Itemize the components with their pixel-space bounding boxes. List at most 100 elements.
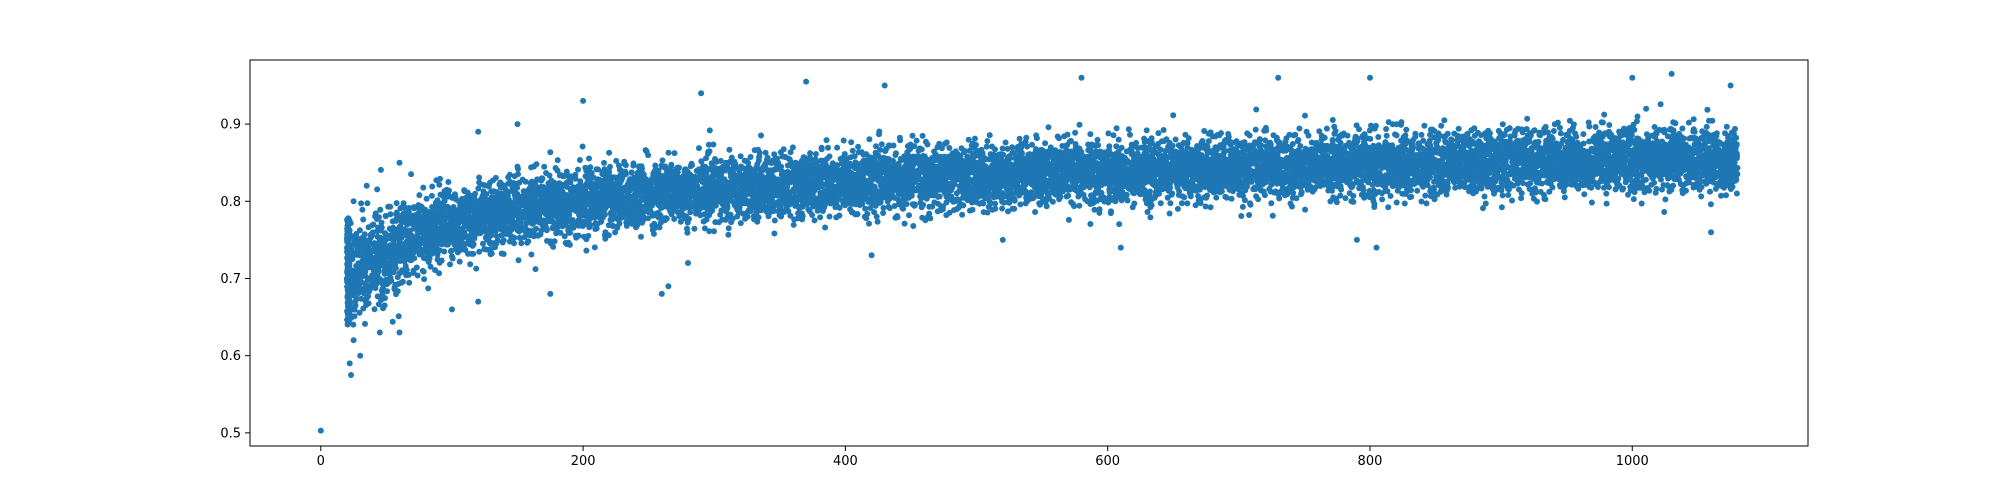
data-point xyxy=(973,141,979,148)
data-point xyxy=(575,166,581,173)
data-point xyxy=(616,220,623,227)
data-point xyxy=(812,151,819,157)
data-point xyxy=(711,228,717,235)
data-point xyxy=(668,161,675,168)
data-point xyxy=(671,216,678,222)
data-point xyxy=(476,174,483,181)
data-point xyxy=(476,248,483,255)
data-point xyxy=(408,171,415,178)
data-point xyxy=(362,320,368,327)
data-point xyxy=(543,227,550,234)
data-point xyxy=(587,222,594,228)
data-point xyxy=(461,229,468,236)
data-point xyxy=(790,221,797,228)
data-point xyxy=(823,137,830,144)
data-point xyxy=(665,149,672,156)
data-point xyxy=(546,172,553,179)
data-point xyxy=(866,220,872,227)
data-point xyxy=(515,171,521,178)
data-point xyxy=(420,184,427,191)
data-point xyxy=(849,147,856,154)
data-point xyxy=(518,240,525,247)
data-point xyxy=(999,205,1006,212)
data-point xyxy=(533,225,540,232)
data-point xyxy=(533,161,540,168)
data-point xyxy=(415,209,422,216)
data-point xyxy=(834,144,841,151)
data-point xyxy=(880,204,887,211)
data-point xyxy=(378,224,385,231)
data-point xyxy=(371,240,378,247)
data-point xyxy=(554,157,561,164)
data-point xyxy=(724,205,731,212)
data-point xyxy=(467,261,474,268)
data-point xyxy=(356,309,363,316)
data-point xyxy=(551,238,558,245)
data-point xyxy=(388,277,395,284)
data-point xyxy=(607,163,613,170)
data-point xyxy=(939,206,946,213)
data-point xyxy=(684,229,691,236)
data-point xyxy=(878,141,885,148)
data-point xyxy=(606,168,613,175)
data-point xyxy=(639,165,645,172)
data-point xyxy=(725,225,732,232)
data-point xyxy=(771,217,778,224)
data-point xyxy=(449,255,456,262)
data-point xyxy=(575,232,582,239)
data-point xyxy=(532,266,539,273)
data-point xyxy=(601,211,608,218)
data-point xyxy=(969,206,976,213)
data-point xyxy=(425,285,432,292)
data-point xyxy=(377,166,384,173)
data-point xyxy=(356,227,363,234)
data-point xyxy=(706,148,713,155)
data-point xyxy=(420,268,427,275)
data-point xyxy=(411,255,418,262)
data-point xyxy=(441,248,448,255)
data-point xyxy=(778,163,785,170)
data-point xyxy=(428,192,435,199)
data-point xyxy=(364,200,371,207)
data-point xyxy=(532,195,539,202)
data-point xyxy=(903,201,910,207)
data-point xyxy=(873,213,880,220)
data-point xyxy=(521,234,528,240)
data-point xyxy=(446,187,452,194)
data-point xyxy=(406,279,413,286)
data-point xyxy=(910,223,917,229)
data-point xyxy=(405,271,412,278)
data-point xyxy=(622,162,629,169)
data-point xyxy=(908,192,915,199)
data-point xyxy=(756,153,763,160)
data-point xyxy=(381,302,388,309)
data-point xyxy=(671,150,678,157)
data-point xyxy=(789,144,796,151)
data-point xyxy=(480,240,486,247)
data-point xyxy=(918,146,925,153)
data-point xyxy=(511,240,517,247)
data-point xyxy=(691,225,698,232)
data-point xyxy=(663,215,670,222)
data-point xyxy=(840,137,847,144)
data-point xyxy=(696,145,702,152)
data-point xyxy=(919,132,926,139)
data-point xyxy=(547,149,554,156)
data-point xyxy=(407,227,414,234)
data-point xyxy=(864,210,871,217)
data-point xyxy=(473,265,480,272)
data-point xyxy=(897,137,904,144)
data-point xyxy=(927,215,934,222)
data-point xyxy=(979,150,986,157)
data-point xyxy=(758,132,764,139)
data-point xyxy=(960,202,967,209)
data-point xyxy=(576,157,583,163)
data-point xyxy=(429,183,436,190)
data-point xyxy=(375,268,382,275)
data-point xyxy=(358,200,365,207)
data-point xyxy=(414,272,421,279)
data-point xyxy=(890,142,897,149)
data-point xyxy=(525,238,532,245)
data-point xyxy=(382,295,388,302)
data-point xyxy=(434,197,441,204)
